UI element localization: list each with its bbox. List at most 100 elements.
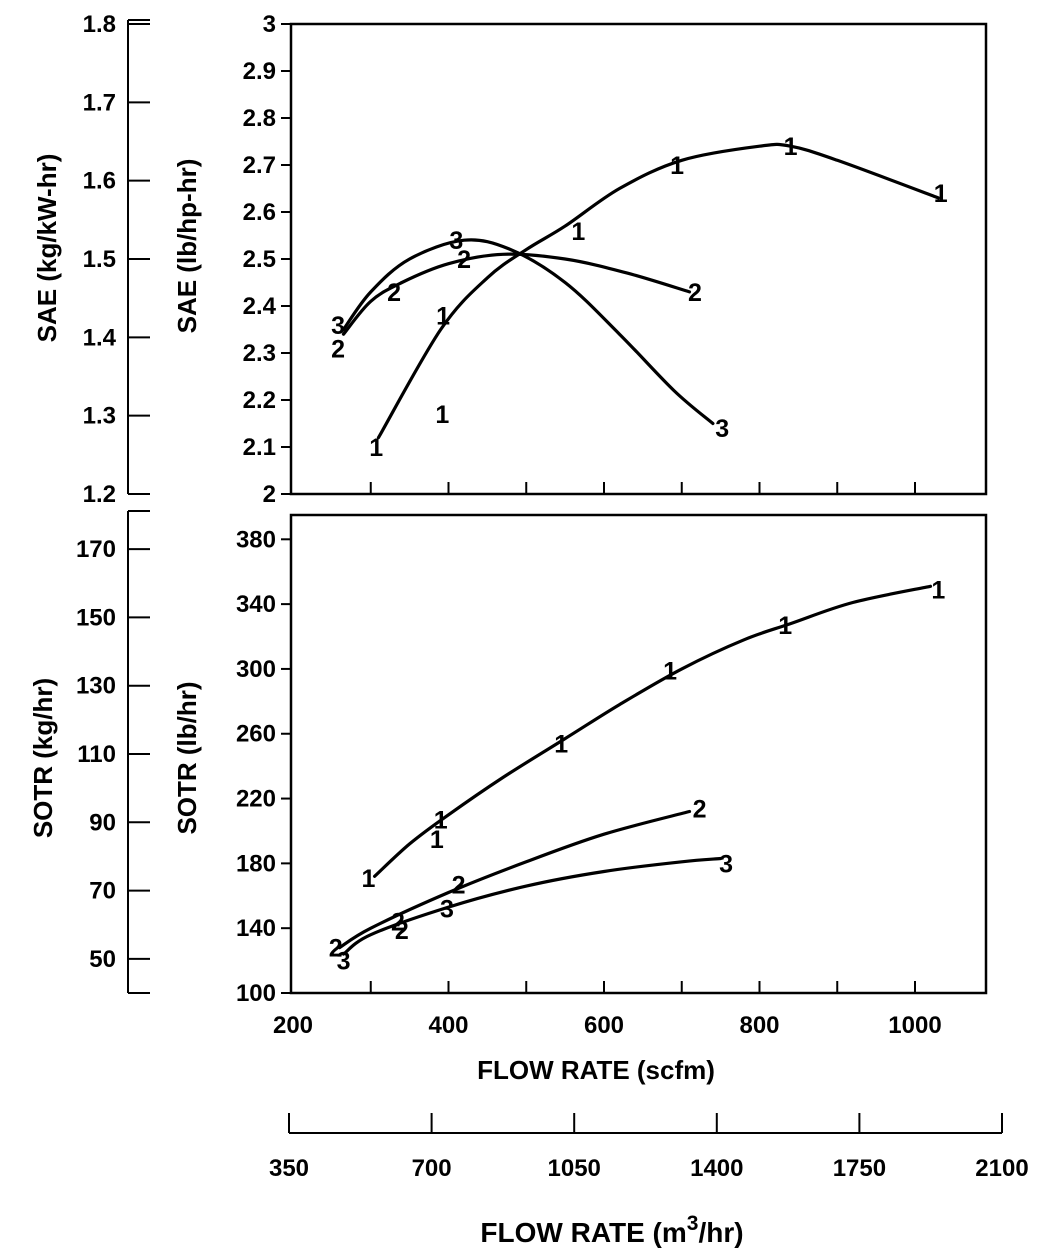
sae-series-2-marker: 2 [331, 335, 345, 363]
sotr-kg-tick-label: 70 [89, 878, 116, 905]
sotr-series-2-line [338, 809, 692, 950]
sotr-kg-axis: 50 70 90 110 130 150 170 [76, 510, 150, 994]
m3-tick-label: 700 [412, 1155, 452, 1182]
flow-rate-m3-axis: 350 700 1050 1400 1750 2100 [269, 1113, 1029, 1182]
sae-lb-tick-label: 2.4 [243, 293, 277, 320]
sae-series-1-marker: 1 [934, 180, 948, 208]
scfm-tick-label: 200 [273, 1012, 313, 1039]
sae-lb-tick-label: 3 [263, 11, 276, 38]
sotr-series-2-marker: 2 [391, 909, 405, 937]
sae-plot-frame [289, 22, 988, 496]
sotr-series-2-marker: 2 [395, 917, 409, 945]
sotr-lb-axis: 100 140 180 220 260 300 340 380 [236, 526, 291, 1007]
sae-lb-tick-label: 2.8 [243, 105, 276, 132]
sotr-series-2-marker: 2 [452, 871, 466, 899]
sotr-curves [338, 584, 933, 956]
sae-series-1-line [376, 142, 940, 440]
sae-series-3-marker: 3 [715, 415, 729, 443]
sotr-series-3-marker: 3 [440, 896, 454, 924]
sotr-series-1-marker: 1 [434, 807, 448, 835]
sae-series-2-marker: 2 [387, 279, 401, 307]
sotr-series-1-marker: 1 [554, 730, 568, 758]
sae-lb-tick-label: 2.6 [243, 199, 276, 226]
sae-kg-tick-label: 1.4 [83, 324, 117, 351]
sae-series-3-marker: 3 [449, 227, 463, 255]
sae-series-1-marker: 1 [435, 401, 449, 429]
sotr-lb-tick-label: 340 [236, 591, 276, 618]
scfm-tick-label: 600 [584, 1012, 624, 1039]
sae-kg-tick-label: 1.8 [83, 11, 116, 38]
sae-series-1-marker: 1 [436, 302, 450, 330]
sae-lb-tick-label: 2.9 [243, 58, 276, 85]
sotr-kg-tick-label: 110 [77, 741, 116, 768]
sae-kg-tick-label: 1.5 [83, 246, 116, 273]
sotr-series-2-marker: 2 [693, 795, 707, 823]
sotr-lb-axis-title: SOTR (lb/hr) [172, 681, 202, 834]
sae-panel: 1.2 1.3 1.4 1.5 1.6 1.7 1.8 2 2.1 2.2 2.3 2.4 2.5 2.… [32, 11, 988, 508]
sae-lb-tick-label: 2 [263, 481, 276, 508]
sae-lb-axis-title: SAE (lb/hp-hr) [172, 159, 202, 334]
m3-tick-label: 1750 [833, 1155, 886, 1182]
sotr-series-1-marker: 1 [778, 612, 792, 640]
sotr-lb-tick-label: 220 [236, 786, 276, 813]
sae-kg-tick-label: 1.2 [83, 481, 116, 508]
sotr-series-1-marker: 1 [931, 577, 945, 605]
sae-lb-tick-label: 2.5 [243, 246, 276, 273]
sae-lb-tick-label: 2.2 [243, 387, 276, 414]
sotr-lb-tick-label: 180 [236, 850, 276, 877]
sae-lb-axis: 2 2.1 2.2 2.3 2.4 2.5 2.6 2.7 2.8 2.9 3 [243, 11, 291, 508]
m3-tick-label: 2100 [975, 1155, 1028, 1182]
sae-series-1-marker: 1 [369, 434, 383, 462]
sotr-series-2-marker: 2 [329, 935, 343, 963]
sotr-lb-tick-label: 300 [236, 656, 276, 683]
sotr-kg-tick-label: 130 [76, 673, 116, 700]
sae-series-3-line [341, 238, 715, 426]
scfm-tick-label: 1000 [888, 1012, 941, 1039]
flow-rate-m3-title: FLOW RATE (m3/hr) [480, 1212, 743, 1248]
sae-kg-axis: 1.2 1.3 1.4 1.5 1.6 1.7 1.8 [83, 11, 150, 508]
scfm-tick-label: 400 [428, 1012, 468, 1039]
sae-series-2-marker: 2 [457, 246, 471, 274]
sotr-series-1-line [373, 584, 933, 878]
sae-lb-tick-label: 2.7 [243, 152, 276, 179]
sotr-kg-tick-label: 150 [76, 604, 116, 631]
sae-series-2-line [341, 252, 692, 336]
m3-tick-label: 1050 [548, 1155, 601, 1182]
sotr-series-1-marker: 1 [361, 865, 375, 893]
sae-series-3-marker: 3 [331, 312, 345, 340]
sotr-series-1-marker: 1 [663, 658, 677, 686]
m3-tick-label: 350 [269, 1155, 309, 1182]
sae-kg-tick-label: 1.6 [83, 168, 116, 195]
sotr-lb-tick-label: 260 [236, 721, 276, 748]
sotr-series-1-marker: 1 [430, 826, 444, 854]
sae-kg-tick-label: 1.7 [83, 89, 116, 116]
sae-x-ticks [369, 482, 916, 494]
sae-lb-tick-label: 2.3 [243, 340, 276, 367]
sae-series-1-marker: 1 [784, 133, 798, 161]
flow-rate-scfm-title: FLOW RATE (scfm) [477, 1055, 715, 1085]
sae-series-2-marker: 2 [688, 279, 702, 307]
sotr-plot-frame [289, 513, 988, 995]
sae-curves [341, 142, 940, 440]
sae-series-1-marker: 1 [670, 152, 684, 180]
sotr-scfm-axis: 200 400 600 800 1000 [273, 981, 942, 1039]
sotr-lb-tick-label: 100 [236, 980, 276, 1007]
sotr-series-3-marker: 3 [337, 948, 351, 976]
scfm-tick-label: 800 [739, 1012, 779, 1039]
sotr-series-3-line [341, 856, 723, 956]
sotr-lb-tick-label: 380 [236, 526, 276, 553]
sae-kg-tick-label: 1.3 [83, 403, 116, 430]
sotr-kg-tick-label: 90 [89, 809, 116, 836]
sotr-kg-tick-label: 170 [76, 536, 116, 563]
sae-series-1-marker: 1 [571, 218, 585, 246]
sotr-kg-tick-label: 50 [89, 946, 116, 973]
sotr-kg-axis-title: SOTR (kg/hr) [28, 678, 58, 838]
sae-kg-axis-title: SAE (kg/kW-hr) [32, 154, 62, 343]
m3-tick-label: 1400 [690, 1155, 743, 1182]
sae-lb-tick-label: 2.1 [243, 434, 276, 461]
sotr-series-3-marker: 3 [719, 850, 733, 878]
